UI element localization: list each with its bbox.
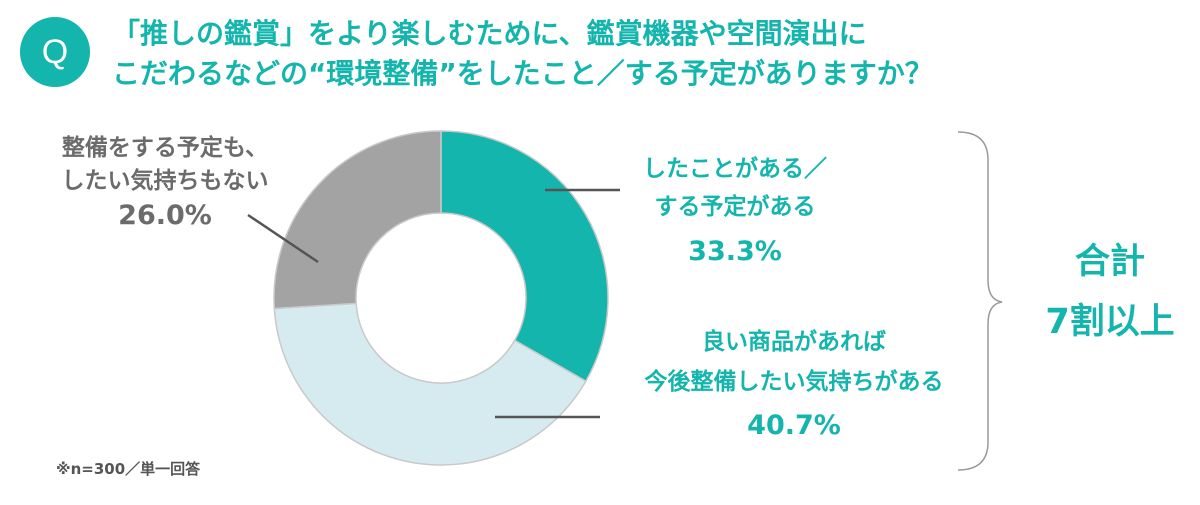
slice-want [273, 302, 587, 466]
label-want-value: 40.7% [747, 410, 841, 441]
label-done-line-2: する予定がある [654, 194, 816, 220]
question-line-2: こだわるなどの“環境整備”をしたこと／する予定がありますか？ [112, 57, 933, 90]
sample-note: ※n=300／単一回答 [56, 460, 201, 478]
question-text: 「推しの鑑賞」をより楽しむために、鑑賞機器や空間演出に こだわるなどの“環境整備… [112, 14, 1182, 94]
label-none-value: 26.0% [118, 200, 212, 231]
slice-none [273, 130, 442, 310]
label-done-line-1: したことがある／ [643, 156, 827, 182]
leader-line-none [247, 213, 319, 264]
question-line-1: 「推しの鑑賞」をより楽しむために、鑑賞機器や空間演出に [112, 17, 867, 50]
label-done-value: 33.3% [688, 236, 782, 267]
label-want-line-2: 今後整備したい気持ちがある [644, 369, 944, 395]
label-done: したことがある／ する予定がある 33.3% [620, 150, 850, 270]
slice-done [440, 130, 609, 383]
total-summary: 合計 7割以上 [1030, 232, 1190, 352]
label-want: 良い商品があれば 今後整備したい気持ちがある 40.7% [598, 322, 990, 444]
total-brace [957, 131, 1003, 471]
label-none: 整備をする予定も、 したい気持ちもない 26.0% [30, 132, 300, 234]
label-none-line-2: したい気持ちもない [61, 168, 269, 194]
total-line-2: 7割以上 [1045, 302, 1175, 342]
total-line-1: 合計 [1074, 242, 1145, 282]
question-badge: Q [20, 17, 90, 87]
label-none-line-1: 整備をする予定も、 [61, 135, 269, 161]
label-want-line-1: 良い商品があれば [702, 329, 886, 355]
